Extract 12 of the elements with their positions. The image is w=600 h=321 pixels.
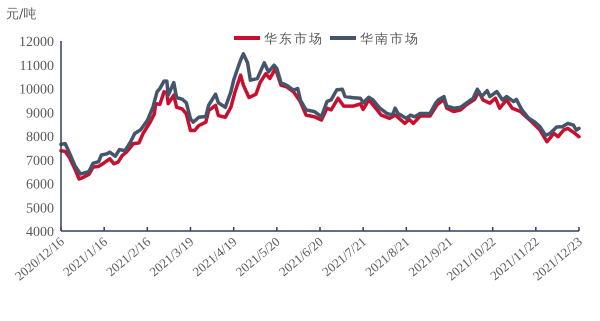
legend-label: 华东市场 [264, 32, 324, 47]
y-tick-label: 12000 [19, 35, 54, 50]
y-tick-label: 7000 [26, 154, 54, 169]
y-tick-label: 10000 [19, 82, 54, 98]
y-axis-title: 元/吨 [6, 7, 36, 22]
y-tick-label: 6000 [26, 178, 54, 192]
y-tick-label: 11000 [20, 58, 54, 74]
y-tick-label: 9000 [26, 106, 54, 122]
y-tick-label: 5000 [26, 201, 54, 216]
legend-label: 华南市场 [360, 32, 420, 47]
y-tick-label: 4000 [26, 225, 54, 240]
y-tick-label: 8000 [26, 130, 54, 145]
